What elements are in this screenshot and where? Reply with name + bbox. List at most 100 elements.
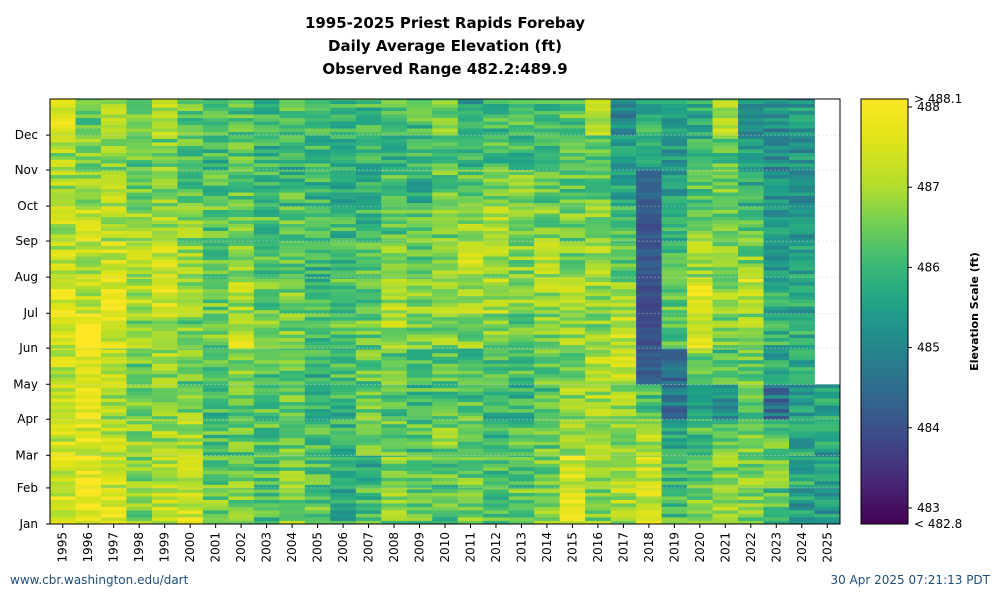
heatmap-cell bbox=[814, 441, 841, 446]
heatmap-cell bbox=[687, 463, 713, 468]
heatmap-cell bbox=[661, 391, 688, 396]
heatmap-cell bbox=[100, 489, 127, 493]
heatmap-cell bbox=[610, 209, 637, 214]
heatmap-cell bbox=[738, 448, 764, 453]
heatmap-cell bbox=[457, 99, 484, 101]
heatmap-cell bbox=[661, 359, 688, 364]
heatmap-cell bbox=[636, 459, 663, 464]
heatmap-cell bbox=[304, 352, 331, 357]
heatmap-cell bbox=[202, 277, 229, 279]
heatmap-cell bbox=[304, 316, 331, 321]
heatmap-cell bbox=[457, 384, 484, 389]
heatmap-cell bbox=[126, 510, 153, 514]
heatmap-cell bbox=[100, 202, 127, 207]
heatmap-cell bbox=[151, 334, 178, 339]
heatmap-cell bbox=[738, 152, 764, 157]
heatmap-cell bbox=[202, 156, 229, 160]
heatmap-cell bbox=[738, 466, 764, 471]
heatmap-cell bbox=[279, 209, 306, 214]
heatmap-cell bbox=[636, 110, 663, 115]
source-url[interactable]: www.cbr.washington.edu/dart bbox=[10, 573, 189, 587]
heatmap-cell bbox=[712, 159, 739, 164]
heatmap-cell bbox=[50, 487, 76, 490]
heatmap-cell bbox=[228, 316, 255, 321]
heatmap-cell bbox=[738, 412, 764, 417]
heatmap-cell bbox=[406, 195, 433, 200]
heatmap-cell bbox=[228, 496, 255, 500]
heatmap-cell bbox=[763, 128, 790, 132]
heatmap-cell bbox=[381, 185, 408, 190]
heatmap-cell bbox=[253, 477, 280, 482]
heatmap-cell bbox=[100, 166, 127, 171]
heatmap-cell bbox=[508, 152, 535, 157]
heatmap-cell bbox=[508, 245, 535, 250]
heatmap-cell bbox=[585, 181, 612, 186]
heatmap-cell bbox=[559, 398, 586, 403]
heatmap-cell bbox=[585, 377, 612, 382]
heatmap-cell bbox=[763, 334, 790, 339]
heatmap-cell bbox=[712, 163, 739, 167]
heatmap-cell bbox=[585, 470, 612, 475]
heatmap-cell bbox=[253, 166, 280, 171]
heatmap-cell bbox=[763, 412, 790, 417]
heatmap-cell bbox=[585, 306, 612, 311]
heatmap-cell bbox=[457, 171, 484, 176]
heatmap-cell bbox=[330, 273, 357, 278]
heatmap-cell bbox=[661, 420, 688, 425]
heatmap-cell bbox=[814, 401, 841, 406]
heatmap-cell bbox=[483, 114, 510, 119]
heatmap-cell bbox=[508, 380, 535, 385]
heatmap-cell bbox=[508, 309, 535, 314]
heatmap-cell bbox=[534, 209, 561, 214]
heatmap-cell bbox=[636, 292, 663, 297]
heatmap-cell bbox=[610, 256, 637, 261]
heatmap-cell bbox=[228, 99, 255, 101]
heatmap-cell bbox=[279, 256, 306, 261]
heatmap-cell bbox=[202, 451, 229, 456]
heatmap-cell bbox=[712, 199, 739, 204]
heatmap-cell bbox=[126, 213, 153, 217]
heatmap-cell bbox=[789, 270, 815, 275]
heatmap-cell bbox=[432, 373, 459, 378]
heatmap-cell bbox=[304, 192, 331, 197]
heatmap-cell bbox=[228, 149, 255, 153]
heatmap-cell bbox=[687, 178, 713, 183]
heatmap-cell bbox=[534, 520, 561, 525]
heatmap-cell bbox=[202, 499, 229, 504]
heatmap-cell bbox=[279, 513, 306, 518]
heatmap-cell bbox=[508, 128, 535, 132]
heatmap-cell bbox=[814, 387, 841, 392]
heatmap-cell bbox=[483, 313, 510, 318]
heatmap-cell bbox=[763, 124, 790, 129]
heatmap-cell bbox=[100, 503, 127, 507]
heatmap-cell bbox=[100, 100, 127, 105]
heatmap-cell bbox=[279, 373, 306, 378]
heatmap-cell bbox=[789, 249, 815, 254]
heatmap-cell bbox=[100, 131, 127, 136]
heatmap-cell bbox=[738, 437, 764, 442]
heatmap-cell bbox=[789, 131, 815, 136]
heatmap-cell bbox=[228, 348, 255, 350]
heatmap-cell bbox=[304, 370, 331, 375]
heatmap-cell bbox=[253, 463, 280, 468]
heatmap-cell bbox=[304, 444, 331, 449]
heatmap-cell bbox=[457, 100, 484, 105]
heatmap-cell bbox=[126, 149, 153, 153]
heatmap-cell bbox=[738, 278, 764, 283]
heatmap-cell bbox=[483, 330, 510, 335]
heatmap-cell bbox=[381, 441, 408, 446]
heatmap-cell bbox=[661, 156, 688, 160]
heatmap-cell bbox=[406, 380, 433, 385]
heatmap-cell bbox=[457, 259, 484, 264]
heatmap-cell bbox=[483, 223, 510, 228]
heatmap-cell bbox=[381, 384, 408, 389]
heatmap-cell bbox=[50, 348, 76, 350]
heatmap-cell bbox=[406, 408, 433, 413]
heatmap-cell bbox=[202, 135, 229, 139]
heatmap-cell bbox=[610, 107, 637, 112]
heatmap-cell bbox=[228, 492, 255, 497]
heatmap-cell bbox=[687, 245, 713, 250]
heatmap-cell bbox=[304, 281, 331, 286]
heatmap-cell bbox=[279, 330, 306, 335]
heatmap-cell bbox=[381, 124, 408, 129]
